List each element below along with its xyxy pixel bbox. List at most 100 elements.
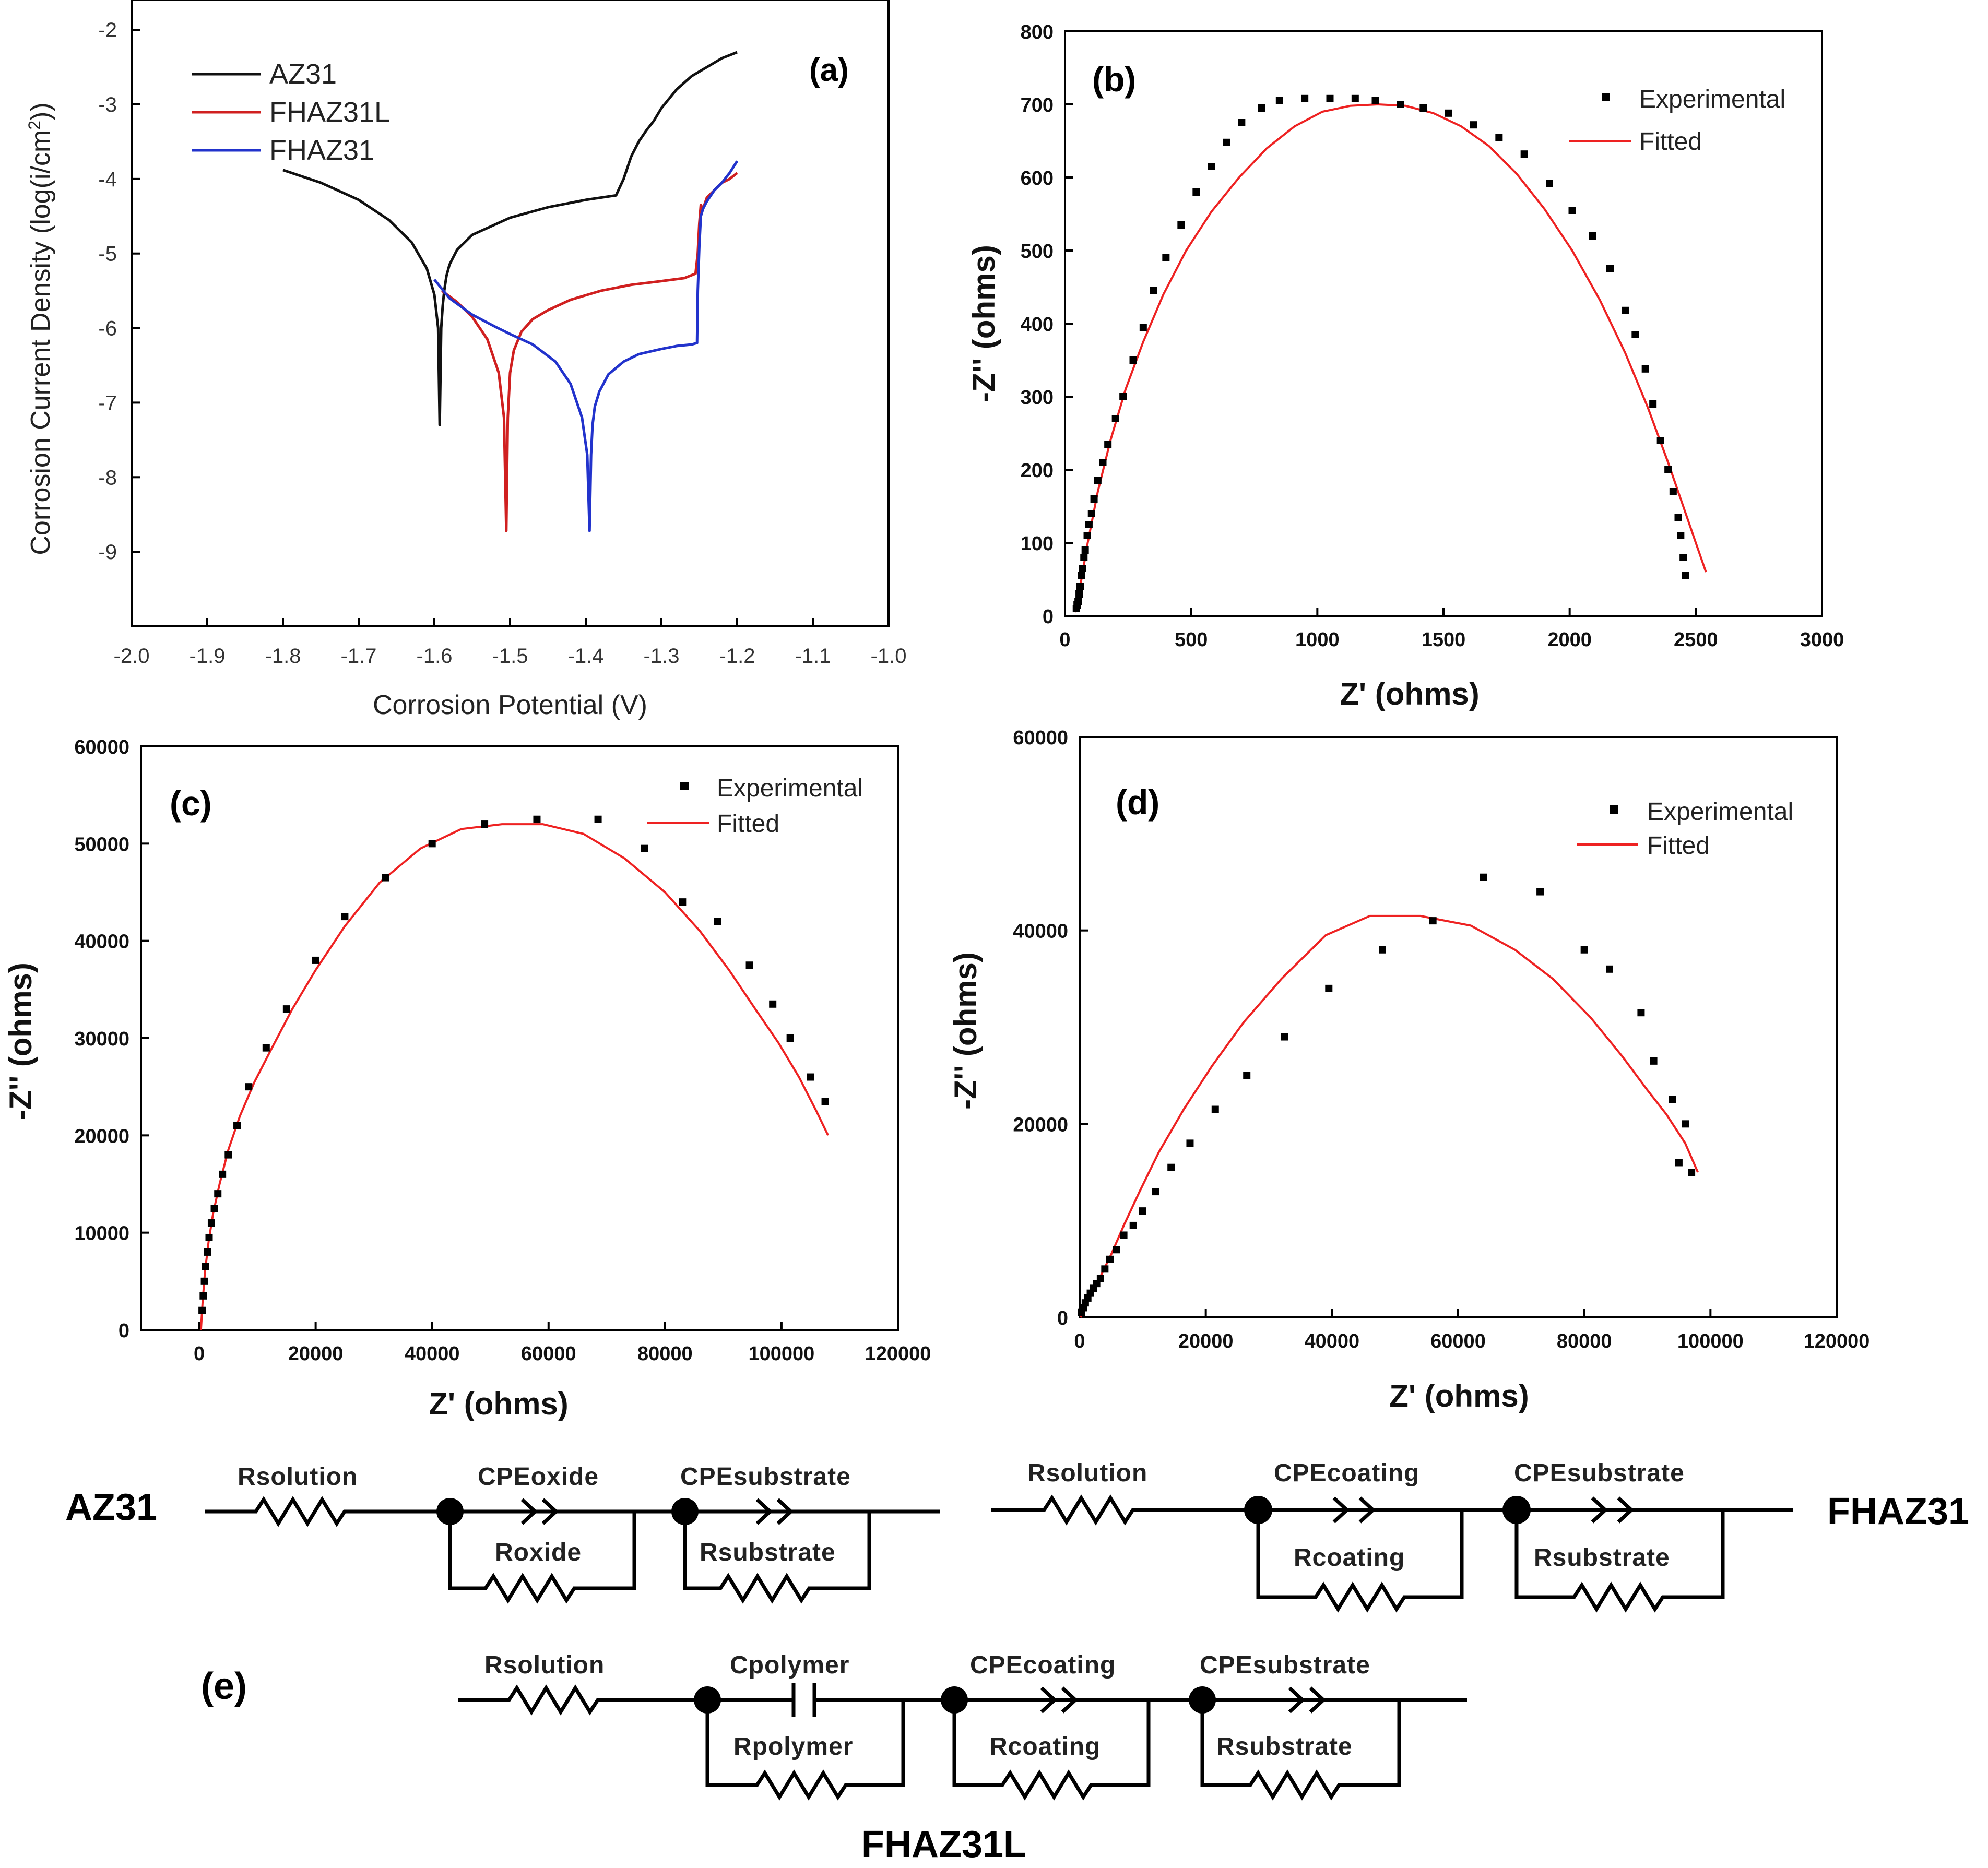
experimental-point — [1580, 946, 1588, 954]
x-tick-label: -1.7 — [341, 645, 377, 668]
circuit-az31-main-wire — [205, 1496, 940, 1527]
experimental-point — [1371, 97, 1379, 104]
experimental-point — [1238, 119, 1246, 126]
experimental-point — [1129, 1221, 1137, 1229]
experimental-point — [1275, 97, 1283, 104]
experimental-point — [769, 1000, 777, 1008]
circuit-fhaz31-rsubstrate: Rsubstrate — [1534, 1544, 1670, 1572]
y-tick-label: 0 — [1057, 1307, 1068, 1329]
panel-d-x-title: Z' (ohms) — [1389, 1378, 1529, 1413]
x-tick-label: 60000 — [521, 1343, 576, 1365]
legend-fitted-label: Fitted — [1639, 128, 1702, 156]
experimental-point — [1325, 984, 1333, 992]
circuit-fhaz31l-rcoating: Rcoating — [989, 1733, 1100, 1760]
legend-experimental-marker — [1602, 93, 1610, 101]
legend-experimental-marker — [680, 782, 689, 790]
panel-b-label: (b) — [1092, 60, 1136, 99]
x-tick-label: 80000 — [1557, 1330, 1612, 1352]
x-tick-label: 20000 — [1178, 1330, 1234, 1352]
experimental-point — [1139, 1207, 1146, 1215]
panel-a-series — [282, 51, 739, 532]
panel-c-x-ticks: 0 20000 40000 60000 80000 100000 120000 — [194, 1322, 931, 1365]
experimental-point — [199, 1292, 207, 1300]
experimental-point — [1150, 287, 1157, 294]
experimental-point — [1111, 415, 1119, 422]
legend-experimental-label: Experimental — [1647, 798, 1793, 826]
experimental-point — [1650, 1057, 1658, 1065]
experimental-point — [428, 840, 436, 848]
circuit-fhaz31-cpe-1-symbol — [1332, 1496, 1376, 1524]
legend-az31-label: AZ31 — [269, 58, 337, 90]
panel-c-fitted-series — [199, 823, 830, 1330]
experimental-point — [1622, 306, 1629, 314]
y-tick-label: -5 — [98, 243, 117, 266]
panel-a-x-ticks: -2.0 -1.9 -1.8 -1.7 -1.6 -1.5 -1.4 -1.3 -1.2 -1.1… — [114, 618, 907, 668]
x-tick-label: -1.0 — [871, 645, 907, 668]
x-tick-label: -1.4 — [568, 645, 604, 668]
x-tick-label: 2000 — [1547, 629, 1592, 651]
panel-c-y-title: -Z'' (ohms) — [3, 962, 38, 1120]
experimental-point — [1419, 104, 1427, 112]
experimental-point — [1637, 1009, 1645, 1017]
panel-e-equivalent-circuits: AZ31 Rsolution CPEoxide Roxide CPEsubstr… — [65, 1459, 1969, 1865]
y-tick-label: -7 — [98, 391, 117, 414]
circuit-az31-rsolution: Rsolution — [238, 1463, 358, 1491]
x-tick-label: 0 — [1059, 629, 1070, 651]
experimental-point — [1679, 554, 1687, 561]
x-tick-label: -1.5 — [492, 645, 528, 668]
x-tick-label: 120000 — [1804, 1330, 1870, 1352]
experimental-point — [1208, 163, 1215, 170]
panel-a-x-title: Corrosion Potential (V) — [373, 690, 647, 720]
fitted-curve — [1080, 914, 1699, 1318]
experimental-point — [282, 1005, 290, 1013]
experimental-point — [1223, 138, 1230, 146]
circuit-fhaz31-rcoating: Rcoating — [1294, 1544, 1405, 1572]
y-tick-label: 400 — [1021, 314, 1054, 336]
experimental-point — [1094, 477, 1102, 484]
experimental-point — [1445, 109, 1452, 117]
circuit-fhaz31l-name: FHAZ31L — [861, 1824, 1026, 1865]
experimental-point — [1101, 1265, 1109, 1273]
experimental-point — [1192, 188, 1200, 196]
experimental-point — [1162, 254, 1170, 261]
legend-fitted-label: Fitted — [717, 810, 779, 838]
experimental-point — [786, 1034, 794, 1042]
experimental-point — [210, 1205, 218, 1212]
y-tick-label: 60000 — [74, 736, 129, 758]
experimental-point — [1397, 101, 1404, 108]
y-tick-label: 50000 — [74, 834, 129, 855]
experimental-point — [1080, 554, 1088, 561]
experimental-point — [1429, 917, 1437, 925]
circuit-fhaz31-cpe-2-symbol — [1591, 1496, 1635, 1524]
experimental-point — [1326, 94, 1334, 102]
circuit-fhaz31l-cpesubstrate: CPEsubstrate — [1200, 1651, 1370, 1679]
x-tick-label: -2.0 — [114, 645, 150, 668]
x-tick-label: 80000 — [637, 1343, 693, 1365]
experimental-point — [1167, 1163, 1175, 1171]
experimental-point — [233, 1122, 241, 1129]
experimental-point — [594, 815, 602, 823]
circuit-fhaz31l-cpe-3-symbol — [1288, 1686, 1327, 1714]
y-tick-label: 800 — [1021, 21, 1054, 43]
y-tick-label: 60000 — [1013, 727, 1068, 749]
panel-b-x-title: Z' (ohms) — [1340, 676, 1480, 711]
panel-c-experimental-series — [198, 815, 829, 1314]
experimental-point — [1641, 365, 1649, 373]
panel-b-nyquist-chart: 0 500 1000 1500 2000 2500 3000 0 100 200 300 400 50… — [966, 21, 1844, 711]
circuit-fhaz31l-capacitor-symbol — [791, 1683, 816, 1717]
y-tick-label: -8 — [98, 466, 117, 489]
x-tick-label: -1.6 — [417, 645, 453, 668]
panel-b-y-ticks: 0 100 200 300 400 500 600 700 800 — [1021, 21, 1073, 628]
x-tick-label: 500 — [1175, 629, 1208, 651]
panel-a-label: (a) — [809, 52, 849, 88]
panel-c-label: (c) — [170, 784, 212, 823]
y-tick-label: 200 — [1021, 460, 1054, 482]
legend-experimental-marker — [1610, 805, 1618, 814]
y-tick-label: 10000 — [74, 1223, 129, 1245]
experimental-point — [312, 956, 320, 964]
experimental-point — [1075, 590, 1083, 598]
legend-experimental-label: Experimental — [717, 775, 863, 802]
circuit-az31: AZ31 Rsolution CPEoxide Roxide CPEsubstr… — [65, 1463, 940, 1604]
circuit-az31-parallel-2 — [683, 1512, 871, 1604]
